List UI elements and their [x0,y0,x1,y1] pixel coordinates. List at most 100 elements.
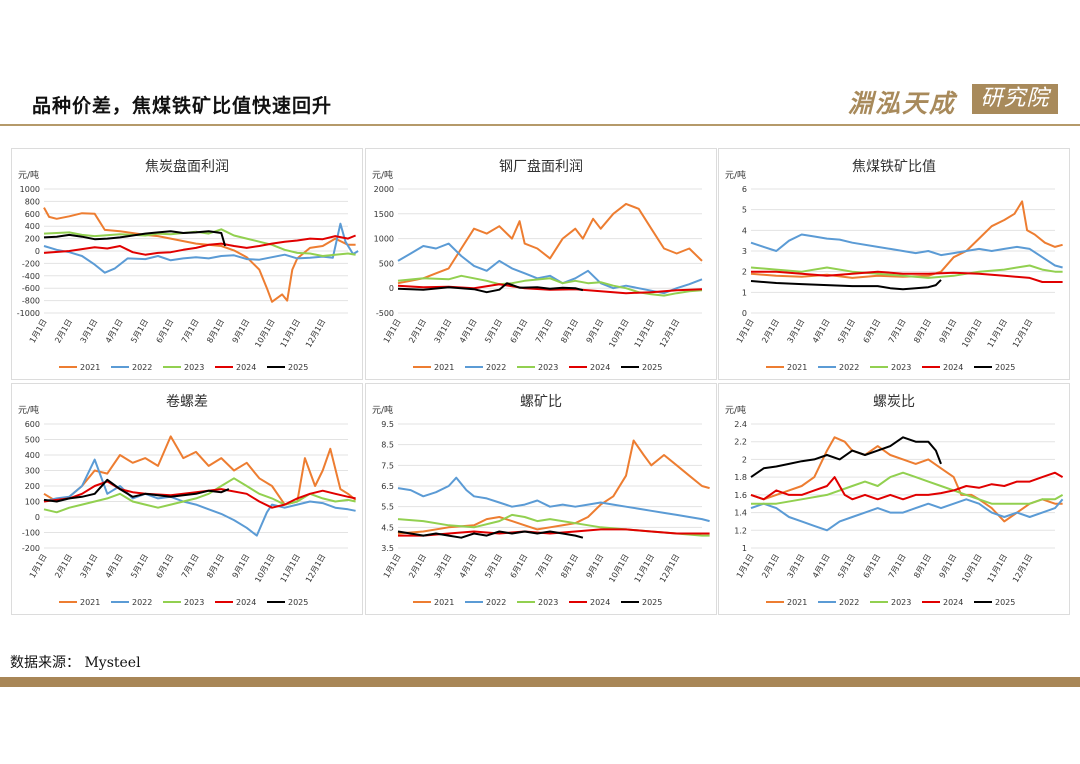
y-tick-label: 400 [25,222,40,231]
legend-label-2023: 2023 [891,363,911,372]
series-line-2022 [43,222,359,274]
x-tick-label: 6月1日 [862,318,883,345]
x-tick-label: 2月1日 [760,318,781,345]
x-tick-label: 10月1日 [960,318,983,350]
y-tick-label: -800 [22,297,40,306]
x-tick-label: 7月1日 [180,553,201,580]
x-tick-label: 6月1日 [862,553,883,580]
x-tick-label: 7月1日 [887,553,908,580]
x-tick-label: 11月1日 [633,553,656,585]
x-tick-label: 12月1日 [658,553,681,585]
y-tick-label: 7.5 [381,461,394,470]
x-tick-label: 1月1日 [382,553,403,580]
y-tick-label: 100 [25,498,40,507]
x-tick-label: 10月1日 [253,553,276,585]
legend-label-2021: 2021 [80,363,100,372]
x-tick-label: 3月1日 [433,318,454,345]
y-tick-label: 1000 [20,185,40,194]
series-line-2024 [751,270,1063,283]
y-tick-label: 5.5 [381,503,394,512]
series-line-2024 [43,234,356,256]
x-tick-label: 8月1日 [559,318,580,345]
y-tick-label: 5 [742,206,747,215]
y-tick-label: 2 [742,268,747,277]
y-tick-label: 1.6 [734,491,747,500]
series-line-2025 [397,530,584,539]
y-unit-label: 元/吨 [725,169,746,181]
x-tick-label: 9月1日 [231,318,252,345]
x-tick-label: 8月1日 [205,553,226,580]
y-tick-label: 0 [35,513,40,522]
legend-label-2024: 2024 [236,363,256,372]
y-tick-label: 2.4 [734,420,747,429]
y-tick-label: -100 [22,529,40,538]
legend-label-2023: 2023 [538,598,558,607]
x-tick-label: 7月1日 [534,318,555,345]
series-line-2023 [43,228,356,257]
y-tick-label: 2.2 [734,438,747,447]
x-tick-label: 8月1日 [205,318,226,345]
chart-panel-coking-coal-iron-ore-ratio: 焦煤铁矿比值 元/吨 0 1 2 3 4 5 6 1月1日 2月1日 3月1日 4月1日 5月1日 6月1日… [718,148,1070,380]
x-tick-label: 11月1日 [279,553,302,585]
x-tick-label: 12月1日 [1011,553,1034,585]
x-tick-label: 5月1日 [483,553,504,580]
x-tick-label: 3月1日 [786,553,807,580]
series-line-2023 [751,471,1064,505]
y-tick-label: -1000 [17,309,40,318]
x-tick-label: 2月1日 [53,318,74,345]
series-line-2022 [750,233,1063,269]
y-tick-label: 6 [742,185,747,194]
x-tick-label: 1月1日 [735,318,756,345]
y-tick-label: 1500 [374,210,394,219]
chart-panel-coke-futures-profit: 焦炭盘面利润 元/吨 -1000 -800 -600 -400 -200 0 200 400 600… [11,148,363,380]
x-tick-label: 2月1日 [760,553,781,580]
x-tick-label: 4月1日 [104,553,125,580]
x-tick-label: 10月1日 [960,553,983,585]
x-tick-label: 4月1日 [811,553,832,580]
x-tick-label: 10月1日 [607,318,630,350]
x-tick-label: 1月1日 [28,318,49,345]
x-tick-label: 4月1日 [458,553,479,580]
legend-label-2024: 2024 [943,363,963,372]
x-tick-label: 1月1日 [382,318,403,345]
y-unit-label: 元/吨 [18,169,39,181]
legend-label-2021: 2021 [80,598,100,607]
legend-label-2024: 2024 [236,598,256,607]
y-tick-label: 500 [25,436,40,445]
x-tick-label: 9月1日 [585,318,606,345]
legend-label-2022: 2022 [486,598,506,607]
series-line-2021 [750,200,1063,279]
x-tick-label: 5月1日 [836,318,857,345]
legend-label-2022: 2022 [132,363,152,372]
legend-label-2022: 2022 [839,363,859,372]
series-line-2023 [397,274,703,297]
footer-bar [0,677,1080,687]
y-unit-label: 元/吨 [372,169,393,181]
chart-title: 螺矿比 [520,394,562,410]
legend-label-2023: 2023 [891,598,911,607]
legend-label-2025: 2025 [995,598,1015,607]
x-tick-label: 9月1日 [585,553,606,580]
y-tick-label: -600 [22,284,40,293]
y-tick-label: 800 [25,197,40,206]
y-tick-label: -400 [22,272,40,281]
x-tick-label: 5月1日 [836,553,857,580]
x-tick-label: 2月1日 [407,553,428,580]
series-line-2025 [43,230,227,247]
y-tick-label: 1 [742,544,747,553]
x-tick-label: 3月1日 [79,553,100,580]
series-line-2021 [43,207,356,303]
y-tick-label: 600 [25,420,40,429]
x-tick-label: 8月1日 [559,553,580,580]
x-tick-label: 6月1日 [509,553,530,580]
y-tick-label: 1.8 [734,473,747,482]
x-tick-label: 5月1日 [129,553,150,580]
x-tick-label: 10月1日 [253,318,276,350]
legend-label-2025: 2025 [642,363,662,372]
series-line-2022 [43,458,356,537]
series-line-2023 [750,264,1063,279]
y-tick-label: -500 [376,309,394,318]
brand-logo: 淵泓天成 研究院 [848,84,1058,118]
